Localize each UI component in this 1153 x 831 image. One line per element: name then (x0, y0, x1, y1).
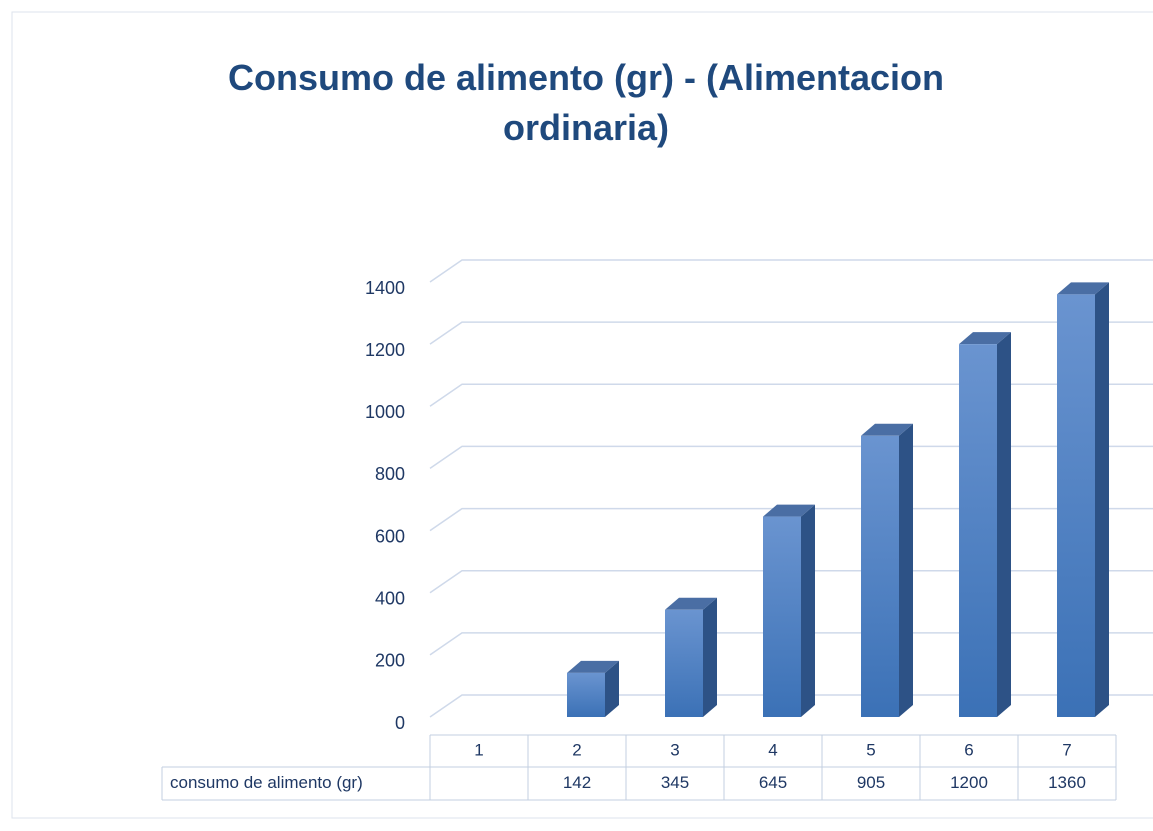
bar-side (605, 660, 619, 717)
legend-entry: consumo de alimento (gr) (170, 773, 363, 792)
y-tick-label: 1200 (365, 340, 405, 360)
bar (567, 660, 619, 717)
grid-line (429, 569, 1153, 594)
chart-frame (11, 11, 1153, 819)
data-table-value: 345 (661, 773, 689, 792)
bar-top (861, 423, 913, 436)
bar-front (763, 516, 801, 717)
bar-side (899, 423, 913, 717)
bar-front (1057, 294, 1095, 717)
x-tick-label: 3 (670, 740, 679, 759)
data-table-value: 1200 (950, 773, 988, 792)
data-table-value: 645 (759, 773, 787, 792)
bar-top (567, 660, 619, 673)
grid-line (429, 694, 1153, 718)
bar-front (959, 344, 997, 717)
y-tick-label: 0 (395, 713, 405, 733)
bar-top (665, 597, 717, 610)
bar-front (861, 435, 899, 717)
x-tick-label: 5 (866, 740, 875, 759)
bar-front (665, 609, 703, 717)
grid-line (429, 445, 1153, 470)
grid-line (429, 259, 1153, 283)
bar-top (1057, 282, 1109, 295)
bar (1057, 282, 1109, 717)
title-line: Consumo de alimento (gr) - (Alimentacion (228, 57, 944, 98)
bar-side (703, 597, 717, 717)
bar-top (763, 504, 815, 517)
bar (665, 597, 717, 717)
grid-line (429, 507, 1153, 532)
x-tick-label: 4 (768, 740, 777, 759)
data-table-value: 1360 (1048, 773, 1086, 792)
x-tick-label: 2 (572, 740, 581, 759)
title-line: ordinaria) (503, 107, 669, 148)
x-tick-label: 1 (474, 740, 483, 759)
x-tick-label: 6 (964, 740, 973, 759)
y-tick-label: 400 (375, 588, 405, 608)
y-tick-label: 1000 (365, 402, 405, 422)
chart-title: Consumo de alimento (gr) - (Alimentacion… (228, 57, 944, 148)
bar-top (959, 332, 1011, 345)
y-tick-label: 800 (375, 464, 405, 484)
bar-side (801, 504, 815, 717)
grid-line (429, 321, 1153, 345)
data-table-value: 142 (563, 773, 591, 792)
bar (861, 423, 913, 717)
bar (959, 332, 1011, 717)
y-tick-label: 200 (375, 651, 405, 671)
bar-side (997, 332, 1011, 717)
y-tick-label: 600 (375, 526, 405, 546)
bar-front (567, 672, 605, 717)
bar (763, 504, 815, 717)
y-tick-label: 1400 (365, 278, 405, 298)
data-table-value: 905 (857, 773, 885, 792)
bar-side (1095, 282, 1109, 717)
grid-line (429, 383, 1153, 407)
x-tick-label: 7 (1062, 740, 1071, 759)
grid-line (429, 632, 1153, 656)
